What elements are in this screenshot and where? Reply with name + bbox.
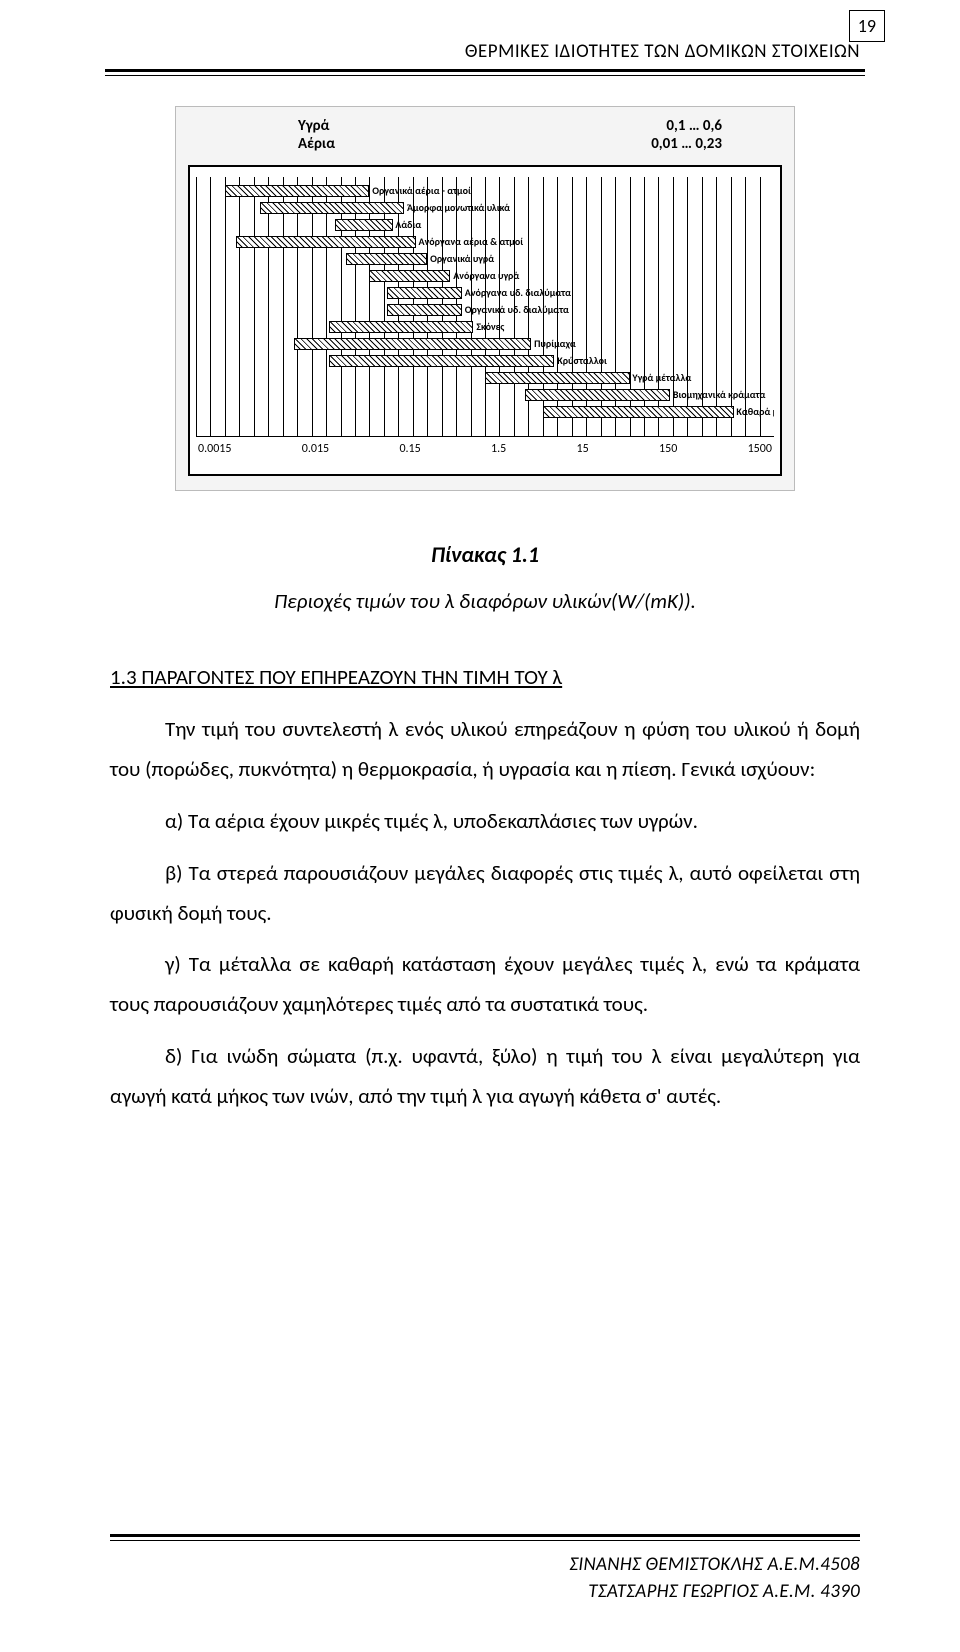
footer-author-1: ΣΙΝΑΝΗΣ ΘΕΜΙΣΤΟΚΛΗΣ Α.Ε.Μ.4508 — [110, 1551, 860, 1579]
legend-name: Αέρια — [298, 135, 335, 153]
chart-bar — [329, 355, 554, 367]
chart-gridline — [239, 177, 240, 436]
chart-gridline — [297, 177, 298, 436]
legend-name: Υγρά — [298, 117, 329, 135]
chart-plot-area: Οργανικά αέρια - ατμοί Άμορφα μονωτικά υλ… — [196, 177, 774, 437]
chart-bar — [329, 321, 474, 333]
chart-x-tick: 0.0015 — [198, 442, 231, 456]
chart-bar-label: Λάδια — [395, 218, 421, 231]
chart-bar-label: Ανόργανα υγρά — [453, 269, 519, 282]
header-rule — [105, 69, 865, 76]
figure-thermal-conductivity: Υγρά 0,1 … 0,6 Αέρια 0,01 … 0,23 Οργανικ… — [175, 106, 795, 491]
running-header: ΘΕΡΜΙΚΕΣ ΙΔΙΟΤΗΤΕΣ ΤΩΝ ΔΟΜΙΚΩΝ ΣΤΟΙΧΕΙΩΝ — [110, 40, 860, 63]
chart-bar — [387, 287, 462, 299]
chart-bar — [543, 406, 734, 418]
chart-bar — [335, 219, 393, 231]
chart-bar-label: Σκόνες — [476, 320, 504, 333]
figure-legend-row-1: Υγρά 0,1 … 0,6 — [188, 117, 782, 135]
footer-rule — [110, 1534, 860, 1541]
chart-bar — [485, 372, 630, 384]
chart-gridline — [312, 177, 313, 436]
para-a: α) Τα αέρια έχουν μικρές τιμές λ, υποδεκ… — [110, 802, 860, 842]
caption-subtitle: Περιοχές τιμών του λ διαφόρων υλικών(W/(… — [110, 588, 860, 614]
chart-bar-label: Ανόργανα υδ. διαλύματα — [465, 286, 571, 299]
chart-gridline — [254, 177, 255, 436]
chart-gridline — [268, 177, 269, 436]
chart-bar-label: Πυρίμαχα — [534, 337, 576, 350]
legend-range: 0,1 … 0,6 — [666, 117, 722, 135]
chart-x-tick: 1500 — [748, 442, 772, 456]
chart-gridline — [384, 177, 385, 436]
chart-bar — [260, 202, 405, 214]
chart-gridline — [196, 177, 197, 436]
page-number: 19 — [849, 10, 885, 42]
chart-gridline — [225, 177, 226, 436]
chart-bar-label: Καθαρά μέταλλα — [736, 405, 774, 418]
chart-bar-label: Υγρά μέταλλα — [632, 371, 691, 384]
para-d: δ) Για ινώδη σώματα (π.χ. υφαντά, ξύλο) … — [110, 1037, 860, 1117]
chart-x-tick: 0.015 — [302, 442, 329, 456]
caption-title: Πίνακας 1.1 — [110, 541, 860, 568]
chart-bar — [225, 185, 370, 197]
chart-x-tick: 0.15 — [399, 442, 420, 456]
chart-bar — [369, 270, 450, 282]
figure-caption: Πίνακας 1.1 Περιοχές τιμών του λ διαφόρω… — [110, 541, 860, 614]
para-b: β) Τα στερεά παρουσιάζουν μεγάλες διαφορ… — [110, 854, 860, 934]
chart-bar-label: Οργανικά υδ. διαλύματα — [465, 303, 569, 316]
para-intro: Την τιμή του συντελεστή λ ενός υλικού επ… — [110, 710, 860, 790]
chart-bar-label: Άμορφα μονωτικά υλικά — [407, 201, 510, 214]
chart-gridline — [210, 177, 211, 436]
chart-gridline — [341, 177, 342, 436]
chart-x-axis: 0.0015 0.015 0.15 1.5 15 150 1500 — [196, 437, 774, 456]
chart-bar — [525, 389, 670, 401]
chart-x-tick: 1.5 — [491, 442, 506, 456]
chart-gridline — [283, 177, 284, 436]
chart-bar — [387, 304, 462, 316]
chart-bar-label: Οργανικά υγρά — [430, 252, 494, 265]
chart-x-tick: 150 — [659, 442, 677, 456]
chart-x-tick: 15 — [577, 442, 589, 456]
legend-range: 0,01 … 0,23 — [651, 135, 722, 153]
chart-bar-label: Οργανικά αέρια - ατμοί — [372, 184, 471, 197]
chart-bar — [346, 253, 427, 265]
footer: ΣΙΝΑΝΗΣ ΘΕΜΙΣΤΟΚΛΗΣ Α.Ε.Μ.4508 ΤΣΑΤΣΑΡΗΣ… — [110, 1534, 860, 1606]
chart-gridline — [326, 177, 327, 436]
para-c: γ) Τα μέταλλα σε καθαρή κατάσταση έχουν … — [110, 945, 860, 1025]
section-heading: 1.3 ΠΑΡΑΓΟΝΤΕΣ ΠΟΥ ΕΠΗΡΕΑΖΟΥΝ ΤΗΝ ΤΙΜΗ Τ… — [110, 664, 860, 690]
chart-gridline — [355, 177, 356, 436]
chart-gridline — [369, 177, 370, 436]
chart-bar-label: Κρύσταλλοι — [557, 354, 607, 367]
chart-bar-label: Ανόργανα αέρια & ατμοί — [419, 235, 524, 248]
chart-bar — [236, 236, 415, 248]
chart-frame: Οργανικά αέρια - ατμοί Άμορφα μονωτικά υλ… — [188, 165, 782, 476]
chart-bar — [294, 338, 531, 350]
figure-legend-row-2: Αέρια 0,01 … 0,23 — [188, 135, 782, 153]
footer-author-2: ΤΣΑΤΣΑΡΗΣ ΓΕΩΡΓΙΟΣ Α.Ε.Μ. 4390 — [110, 1578, 860, 1606]
chart-bar-label: Βιομηχανικά κράματα — [673, 388, 766, 401]
